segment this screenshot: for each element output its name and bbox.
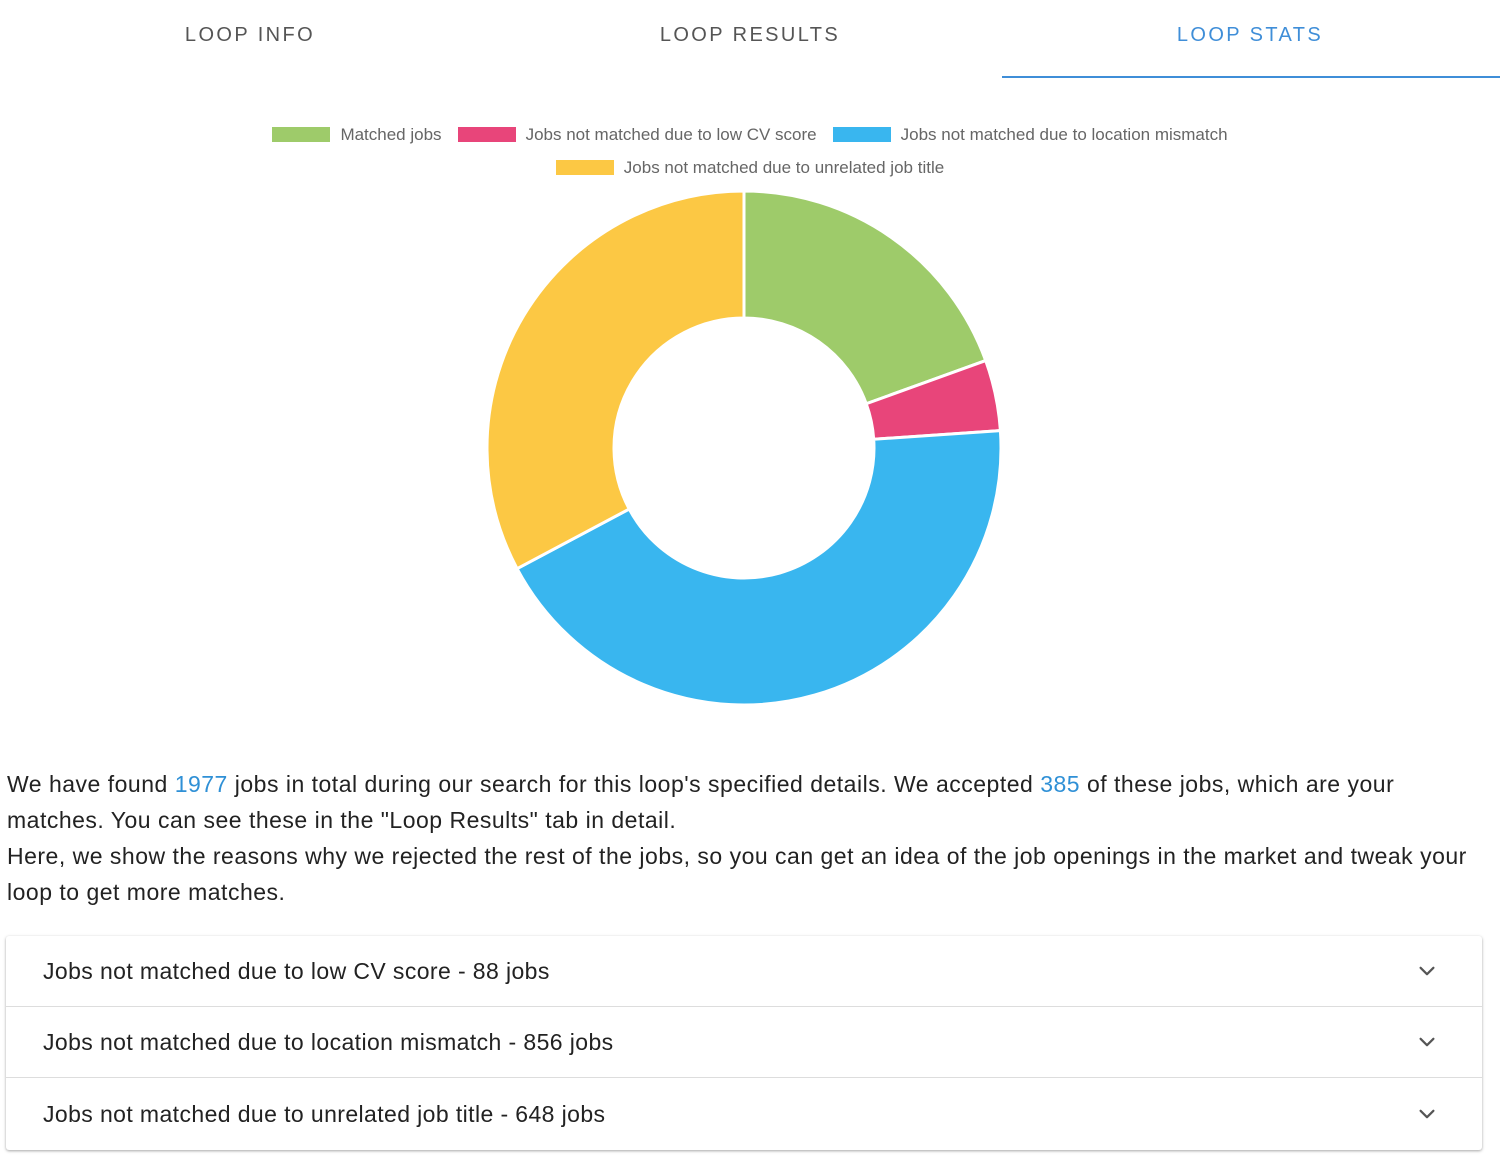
total-jobs-count: 1977 bbox=[174, 771, 228, 797]
tab-loop-info[interactable]: LOOP INFO bbox=[184, 23, 316, 46]
description-paragraph-1: We have found 1977 jobs in total during … bbox=[7, 771, 1395, 833]
rejection-reasons-accordion: Jobs not matched due to low CV score - 8… bbox=[6, 936, 1482, 1150]
legend-item-matched[interactable]: Matched jobs bbox=[272, 118, 442, 151]
tab-loop-stats[interactable]: LOOP STATS bbox=[1000, 0, 1500, 78]
slice-title[interactable] bbox=[485, 189, 746, 571]
chevron-down-icon[interactable] bbox=[1416, 960, 1438, 982]
legend-swatch-matched bbox=[272, 127, 331, 142]
legend-swatch-low-cv bbox=[457, 127, 516, 142]
accordion-item-label: Jobs not matched due to location mismatc… bbox=[43, 1028, 614, 1055]
doughnut-chart bbox=[485, 189, 1003, 707]
stats-description: We have found 1977 jobs in total during … bbox=[7, 766, 1487, 910]
description-paragraph-2: Here, we show the reasons why we rejecte… bbox=[7, 843, 1467, 905]
slice-matched[interactable] bbox=[742, 189, 988, 406]
accordion-item-low-cv[interactable]: Jobs not matched due to low CV score - 8… bbox=[6, 936, 1482, 1007]
chevron-down-icon[interactable] bbox=[1416, 1031, 1438, 1053]
legend-label-matched: Matched jobs bbox=[340, 125, 442, 144]
chevron-down-icon[interactable] bbox=[1416, 1103, 1438, 1125]
tab-loop-results[interactable]: LOOP RESULTS bbox=[659, 23, 841, 46]
legend-label-location: Jobs not matched due to location mismatc… bbox=[900, 125, 1228, 144]
accordion-item-label: Jobs not matched due to low CV score - 8… bbox=[43, 957, 550, 984]
chart-legend: Matched jobs Jobs not matched due to low… bbox=[0, 118, 1500, 184]
slice-location[interactable] bbox=[515, 429, 1003, 707]
legend-label-title: Jobs not matched due to unrelated job ti… bbox=[623, 158, 945, 177]
legend-item-title[interactable]: Jobs not matched due to unrelated job ti… bbox=[555, 151, 945, 184]
legend-item-low-cv[interactable]: Jobs not matched due to low CV score bbox=[457, 118, 817, 151]
legend-label-low-cv: Jobs not matched due to low CV score bbox=[525, 125, 817, 144]
accordion-item-label: Jobs not matched due to unrelated job ti… bbox=[43, 1100, 606, 1127]
accepted-jobs-count: 385 bbox=[1040, 771, 1081, 797]
legend-item-location[interactable]: Jobs not matched due to location mismatc… bbox=[832, 118, 1228, 151]
tab-bar: LOOP INFO LOOP RESULTS LOOP STATS bbox=[0, 0, 1500, 78]
accordion-item-title[interactable]: Jobs not matched due to unrelated job ti… bbox=[6, 1078, 1482, 1150]
accordion-item-location[interactable]: Jobs not matched due to location mismatc… bbox=[6, 1007, 1482, 1078]
legend-swatch-location bbox=[832, 127, 891, 142]
legend-swatch-title bbox=[555, 160, 614, 175]
